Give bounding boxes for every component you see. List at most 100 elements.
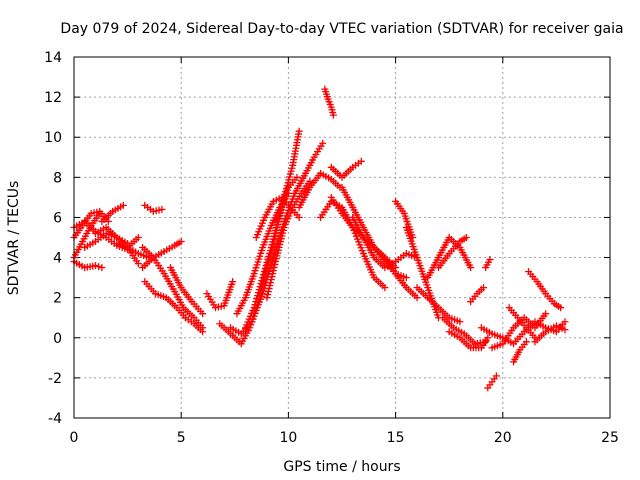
- series-track-y: [327, 157, 365, 181]
- data-point: [266, 250, 274, 258]
- data-point: [98, 264, 106, 272]
- axis-ticks: [73, 56, 611, 419]
- data-point: [267, 279, 275, 287]
- series-track-ak: [445, 328, 492, 352]
- y-tick-label: 12: [44, 90, 62, 106]
- series-track-t: [242, 173, 301, 332]
- data-point: [134, 260, 142, 268]
- data-point: [199, 310, 207, 318]
- series-track-i: [124, 244, 153, 262]
- data-point: [199, 328, 207, 336]
- data-point: [254, 292, 262, 300]
- data-point: [261, 265, 269, 273]
- data-point: [456, 318, 464, 326]
- x-tick-label: 25: [601, 430, 619, 446]
- data-point: [413, 294, 421, 302]
- data-point: [265, 253, 273, 261]
- data-point: [269, 267, 277, 275]
- series-track-ab: [338, 183, 410, 282]
- y-tick-label: -4: [48, 411, 62, 427]
- data-point: [542, 310, 550, 318]
- data-point: [265, 285, 273, 293]
- y-axis-title: SDTVAR / TECUs: [6, 181, 22, 296]
- series-track-am: [482, 256, 494, 272]
- series-track-ag: [413, 284, 464, 326]
- series-track-g: [98, 201, 127, 225]
- series-track-u: [252, 193, 303, 241]
- data-point: [260, 271, 268, 279]
- data-point: [229, 278, 237, 286]
- data-point: [158, 205, 166, 213]
- series-track-ai: [434, 234, 470, 272]
- data-point: [561, 326, 569, 334]
- data-point: [402, 274, 410, 282]
- series-track-v: [263, 177, 314, 302]
- data-point: [259, 274, 267, 282]
- data-point: [522, 338, 530, 346]
- data-point: [263, 294, 271, 302]
- series-track-w: [295, 169, 344, 211]
- data-point: [467, 264, 475, 272]
- data-point: [264, 288, 272, 296]
- data-marks: [70, 85, 569, 392]
- series-track-j: [141, 201, 166, 215]
- data-point: [252, 298, 260, 306]
- x-tick-label: 10: [279, 430, 297, 446]
- data-point: [492, 372, 500, 380]
- data-point: [266, 247, 274, 255]
- series-track-k: [139, 238, 185, 272]
- data-point: [104, 217, 112, 225]
- data-point: [295, 213, 303, 221]
- data-point: [357, 157, 365, 165]
- data-point: [329, 111, 337, 119]
- data-point: [119, 201, 127, 209]
- y-tick-label: 8: [53, 170, 62, 186]
- chart-title: Day 079 of 2024, Sidereal Day-to-day VTE…: [60, 21, 623, 37]
- series-track-ah: [424, 234, 475, 282]
- y-tick-label: 14: [44, 50, 62, 66]
- y-tick-label: 6: [53, 210, 62, 226]
- data-point: [306, 177, 314, 185]
- data-point: [295, 127, 303, 135]
- data-point: [484, 334, 492, 342]
- x-tick-label: 0: [70, 430, 79, 446]
- data-point: [95, 263, 103, 271]
- data-point: [257, 280, 265, 288]
- data-point: [381, 284, 389, 292]
- data-point: [254, 289, 262, 297]
- series-track-l: [139, 244, 207, 332]
- data-point: [260, 268, 268, 276]
- x-tick-label: 20: [494, 430, 512, 446]
- series-track-b: [70, 209, 104, 262]
- data-point: [264, 256, 272, 264]
- y-tick-label: 10: [44, 130, 62, 146]
- data-point: [253, 295, 261, 303]
- series-track-as: [525, 268, 565, 312]
- series-track-at: [531, 322, 569, 346]
- data-point: [462, 234, 470, 241]
- data-point: [557, 304, 565, 312]
- data-point: [267, 276, 275, 284]
- data-point: [251, 301, 259, 309]
- data-point: [264, 291, 272, 299]
- data-point: [269, 270, 277, 278]
- series-track-ap: [488, 310, 550, 352]
- series-track-an: [484, 372, 500, 392]
- data-point: [91, 262, 99, 270]
- series-track-n: [166, 264, 207, 318]
- data-point: [480, 284, 488, 292]
- data-point: [561, 318, 569, 326]
- data-point: [263, 259, 271, 267]
- data-point: [250, 304, 258, 312]
- y-tick-label: -2: [48, 371, 62, 387]
- series-track-ae: [392, 197, 417, 241]
- y-tick-label: 0: [53, 331, 62, 347]
- x-tick-label: 15: [387, 430, 405, 446]
- data-point: [271, 261, 279, 269]
- data-point: [319, 139, 327, 147]
- data-point: [177, 238, 185, 246]
- data-point: [270, 264, 278, 272]
- data-point: [258, 277, 266, 285]
- data-point: [255, 286, 263, 294]
